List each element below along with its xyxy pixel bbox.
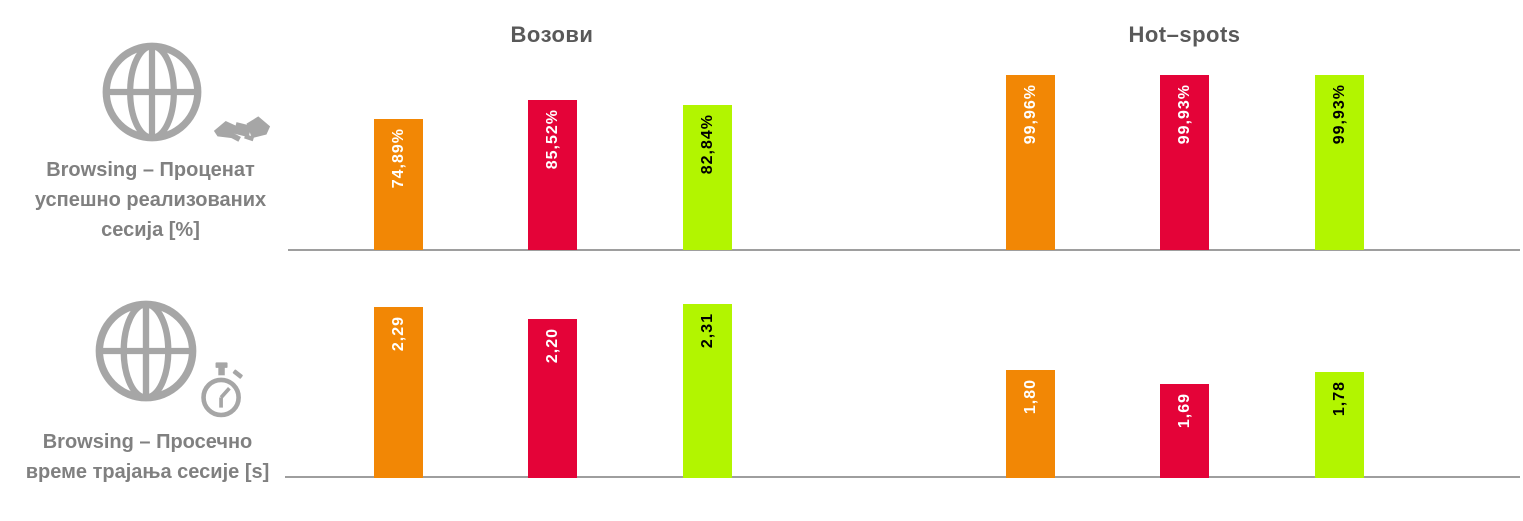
globe-icon [93,298,199,404]
bar: 1,80 [1006,370,1055,478]
column-title-hotspots: Hot–spots [1128,22,1241,47]
bar-value-label: 2,29 [389,316,407,352]
row-label-line: време трајања сесије [s] [25,461,270,483]
bar: 82,84% [683,105,732,250]
bar: 1,78 [1315,372,1364,478]
bar-value-label: 99,96% [1021,84,1039,145]
bar-value-label: 1,69 [1175,393,1193,429]
row-label-line: сесија [%] [101,219,200,241]
row-label-success-rate: Browsing – Проценат успешно реализованих… [8,155,293,245]
bar: 74,89% [374,119,423,250]
bar-value-label: 1,78 [1330,381,1348,417]
bar: 1,69 [1160,384,1209,478]
row-label-line: Browsing – Проценат [46,159,255,181]
bar: 2,31 [683,304,732,478]
bar-value-label: 82,84% [698,114,716,175]
globe-icon [100,40,204,144]
bar-value-label: 74,89% [389,128,407,189]
bar-value-label: 99,93% [1330,84,1348,145]
handshake-icon [213,110,271,150]
bar-value-label: 2,31 [698,313,716,349]
x-axis-row2 [285,476,1520,478]
bar: 85,52% [528,100,577,250]
bar: 2,20 [528,319,577,478]
bar-value-label: 1,80 [1021,379,1039,415]
bar: 2,29 [374,307,423,478]
bar: 99,96% [1006,75,1055,250]
stopwatch-icon [198,360,246,422]
x-axis-row1 [288,249,1520,251]
column-title-vozovi: Возови [510,22,594,47]
bar-value-label: 2,20 [543,328,561,364]
bar-value-label: 85,52% [543,109,561,170]
bar-value-label: 99,93% [1175,84,1193,145]
row-label-line: успешно реализованих [34,189,267,211]
bar: 99,93% [1315,75,1364,250]
row-label-session-duration: Browsing – Просечно време трајања сесије… [5,427,290,487]
row-label-line: Browsing – Просечно [42,431,253,453]
bar: 99,93% [1160,75,1209,250]
